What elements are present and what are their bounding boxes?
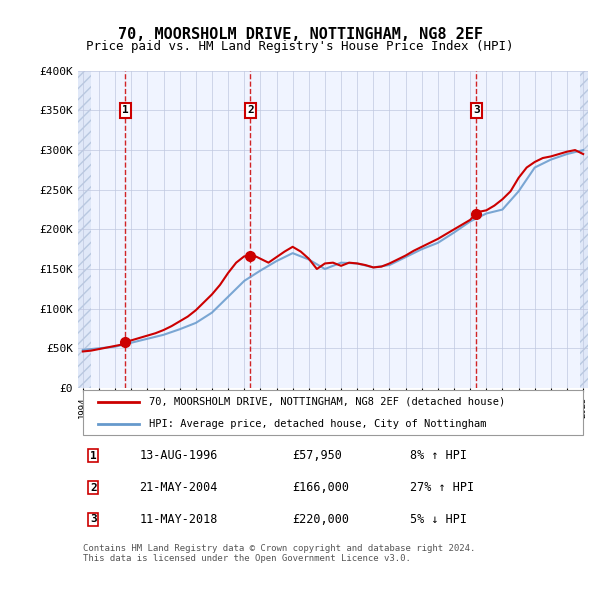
Text: £220,000: £220,000	[292, 513, 349, 526]
Text: Price paid vs. HM Land Registry's House Price Index (HPI): Price paid vs. HM Land Registry's House …	[86, 40, 514, 53]
Text: 1: 1	[90, 451, 97, 461]
Text: HPI: Average price, detached house, City of Nottingham: HPI: Average price, detached house, City…	[149, 419, 487, 429]
Text: £57,950: £57,950	[292, 449, 342, 462]
Text: 70, MOORSHOLM DRIVE, NOTTINGHAM, NG8 2EF: 70, MOORSHOLM DRIVE, NOTTINGHAM, NG8 2EF	[118, 27, 482, 41]
Bar	[78, 71, 91, 388]
Text: 70, MOORSHOLM DRIVE, NOTTINGHAM, NG8 2EF (detached house): 70, MOORSHOLM DRIVE, NOTTINGHAM, NG8 2EF…	[149, 397, 506, 407]
Bar	[580, 71, 588, 388]
Text: 13-AUG-1996: 13-AUG-1996	[139, 449, 218, 462]
Text: 3: 3	[473, 106, 479, 116]
Text: £166,000: £166,000	[292, 481, 349, 494]
Text: 5% ↓ HPI: 5% ↓ HPI	[409, 513, 467, 526]
Text: 2: 2	[90, 483, 97, 493]
Text: Contains HM Land Registry data © Crown copyright and database right 2024.
This d: Contains HM Land Registry data © Crown c…	[83, 543, 475, 563]
Text: 21-MAY-2004: 21-MAY-2004	[139, 481, 218, 494]
Text: 3: 3	[90, 514, 97, 525]
Text: 11-MAY-2018: 11-MAY-2018	[139, 513, 218, 526]
Text: 8% ↑ HPI: 8% ↑ HPI	[409, 449, 467, 462]
Text: 27% ↑ HPI: 27% ↑ HPI	[409, 481, 473, 494]
Text: 2: 2	[247, 106, 254, 116]
FancyBboxPatch shape	[83, 391, 583, 435]
Text: 1: 1	[122, 106, 128, 116]
